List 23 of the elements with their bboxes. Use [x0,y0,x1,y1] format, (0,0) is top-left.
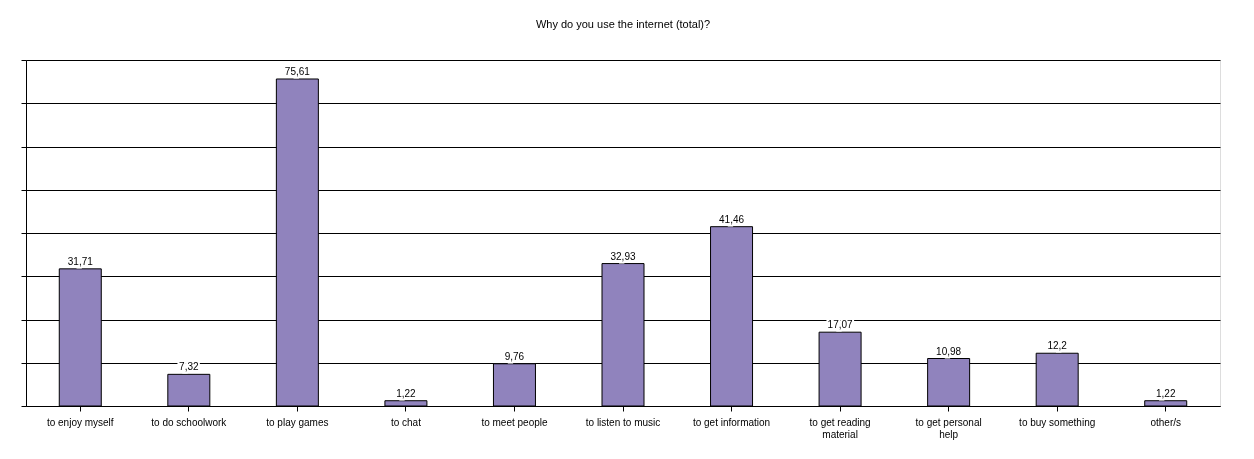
x-tick-label: to buy something [1019,416,1096,428]
data-label: 7,32 [179,361,199,373]
chart-title: Why do you use the internet (total)? [535,17,711,30]
x-tick-label: to meet people [481,416,548,428]
data-label: 9,76 [504,350,525,362]
data-label: 75,61 [284,65,311,77]
data-label: 32,93 [610,250,636,262]
data-label: 17,07 [827,319,854,331]
data-label: 12,2 [1047,340,1068,352]
data-label: 1,22 [1155,387,1176,399]
x-tick-label: to get reading material [809,416,871,440]
data-label: 31,71 [67,255,94,267]
x-tick-label: to play games [266,416,329,428]
x-tick-label: to chat [390,416,422,428]
x-tick-label: to do schoolwork [151,416,228,428]
data-label: 41,46 [719,213,745,225]
x-tick-label: to get personal help [915,416,982,440]
data-label: 1,22 [396,387,417,399]
x-tick-label: to enjoy myself [46,416,114,428]
x-tick-label: other/s [1150,416,1182,428]
data-label: 10,98 [936,345,962,357]
x-tick-label: to get information [692,416,771,428]
x-tick-label: to listen to music [585,416,661,428]
